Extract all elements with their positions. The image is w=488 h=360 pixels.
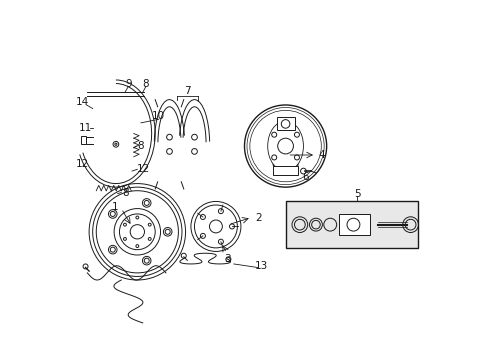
Text: 9: 9 [125, 78, 131, 89]
Bar [81, 136, 86, 144]
Bar [285, 202, 417, 248]
Text: 2: 2 [254, 212, 261, 222]
Text: 8: 8 [137, 141, 144, 151]
Bar [339, 214, 369, 235]
Text: 4: 4 [317, 150, 324, 160]
Text: 13: 13 [255, 261, 268, 271]
Text: 7: 7 [183, 86, 190, 96]
Text: 10: 10 [152, 111, 165, 121]
Text: 5: 5 [353, 189, 360, 199]
Text: 8: 8 [142, 78, 149, 89]
Text: 3: 3 [224, 254, 230, 264]
Text: 8: 8 [122, 188, 129, 198]
Text: 12: 12 [137, 164, 150, 174]
Text: 6: 6 [302, 172, 308, 182]
Bar [276, 117, 294, 130]
Text: 14: 14 [76, 97, 89, 107]
Text: 11: 11 [79, 123, 92, 133]
Text: 12: 12 [75, 159, 88, 169]
Text: 1: 1 [112, 202, 118, 212]
Bar [272, 166, 298, 175]
